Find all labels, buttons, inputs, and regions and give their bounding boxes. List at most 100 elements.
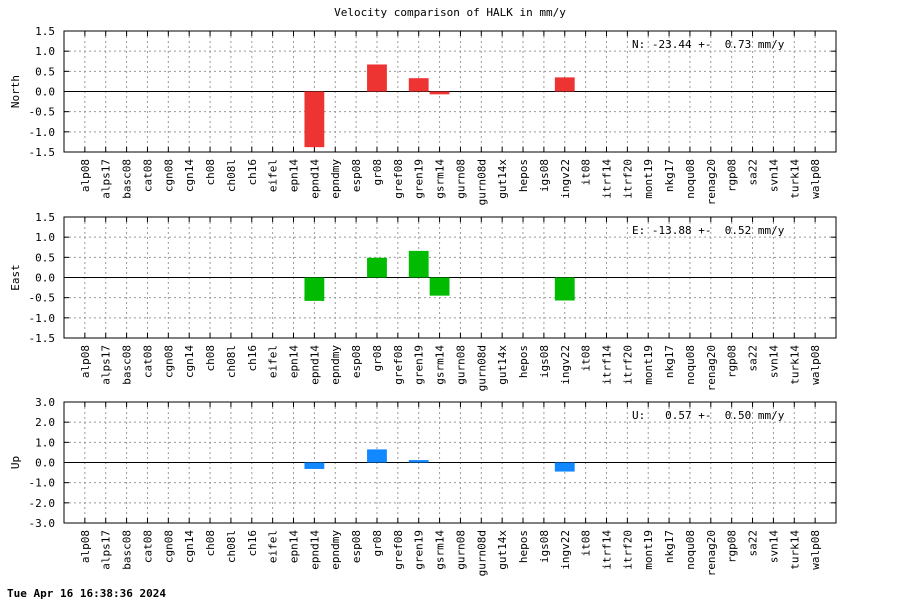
x-tick-label: epndmy [329,159,342,199]
annotation-text: N: -23.44 +- 0.73 mm/y [632,38,785,51]
y-tick-label: 1.5 [35,211,55,224]
x-tick-label: nkg17 [663,530,676,563]
x-tick-label: basc08 [121,345,134,385]
x-tick-label: ingv22 [559,159,572,199]
x-tick-label: itrf14 [600,530,613,570]
x-tick-label: gsrm14 [434,159,447,199]
x-tick-label: cgn08 [162,159,175,192]
x-tick-label: itrf20 [621,159,634,199]
y-tick-label: 1.0 [35,231,55,244]
y-tick-label: 0.0 [35,272,55,285]
bar-gren19 [408,250,429,278]
x-tick-label: nkg17 [663,159,676,192]
x-tick-label: rgp08 [726,159,739,192]
x-tick-label: itrf20 [621,345,634,385]
x-tick-label: epnd14 [308,159,321,199]
x-tick-label: turk14 [788,159,801,199]
x-tick-label: epndmy [329,530,342,570]
x-tick-label: turk14 [788,530,801,570]
annotation-text: U: 0.57 +- 0.50 mm/y [632,409,785,422]
x-tick-label: it08 [580,530,593,557]
y-tick-label: 0.0 [35,457,55,470]
x-tick-label: renag20 [705,530,718,576]
x-tick-label: ingv22 [559,345,572,385]
x-tick-label: it08 [580,345,593,372]
bar-gren19 [408,78,429,92]
x-tick-label: ch08l [225,530,238,563]
timestamp: Tue Apr 16 16:38:36 2024 [7,587,166,600]
x-tick-label: noqu08 [684,345,697,385]
x-tick-label: basc08 [121,159,134,199]
x-tick-label: ch08 [204,530,217,557]
x-tick-label: noqu08 [684,530,697,570]
plot-frame [63,401,837,524]
x-tick-label: gsrm14 [434,530,447,570]
x-tick-label: mont19 [642,159,655,199]
x-tick-label: cgn14 [183,159,196,192]
x-tick-label: eifel [267,159,280,192]
x-tick-label: gr08 [371,345,384,372]
y-axis-label: East [9,264,22,291]
y-tick-label: 2.0 [35,416,55,429]
x-tick-label: gurn08d [475,345,488,391]
x-tick-label: itrf14 [600,345,613,385]
y-tick-label: 0.5 [35,251,55,264]
x-tick-label: sa22 [747,530,760,557]
x-tick-label: gurn08d [475,530,488,576]
bar-epnd14 [304,91,325,148]
x-tick-label: gref08 [392,345,405,385]
x-tick-label: epn14 [288,530,301,563]
x-tick-label: nkg17 [663,345,676,378]
bar-ingv22 [554,77,575,92]
x-tick-label: sa22 [747,159,760,186]
x-tick-label: gsrm14 [434,345,447,385]
y-tick-label: -1.0 [29,126,56,139]
x-tick-label: gren19 [413,530,426,570]
bar-epnd14 [304,277,325,301]
x-tick-label: eifel [267,530,280,563]
y-tick-label: -2.0 [29,497,56,510]
x-tick-label: hepos [517,345,530,378]
plot-frame [63,30,837,153]
x-tick-label: cgn14 [183,345,196,378]
x-tick-label: gr08 [371,530,384,557]
x-tick-label: gut14x [496,159,509,199]
x-tick-label: svn14 [767,345,780,378]
x-tick-label: renag20 [705,159,718,205]
x-tick-label: esp08 [350,530,363,563]
bar-ingv22 [554,462,575,472]
x-tick-label: gurn08 [454,159,467,199]
x-tick-label: basc08 [121,530,134,570]
x-tick-label: gut14x [496,530,509,570]
x-tick-label: cgn14 [183,530,196,563]
x-tick-label: mont19 [642,530,655,570]
x-tick-label: rgp08 [726,530,739,563]
chart-title: Velocity comparison of HALK in mm/y [334,6,566,19]
x-tick-label: rgp08 [726,345,739,378]
x-tick-label: epnd14 [308,530,321,570]
x-tick-label: hepos [517,159,530,192]
y-tick-label: -1.5 [29,332,56,345]
x-tick-label: ch16 [246,345,259,372]
bar-gsrm14 [429,277,450,296]
x-tick-label: gurn08 [454,345,467,385]
x-tick-label: gut14x [496,345,509,385]
x-tick-label: ch16 [246,530,259,557]
x-tick-label: svn14 [767,530,780,563]
plot-frame [63,216,837,339]
x-tick-label: ingv22 [559,530,572,570]
y-tick-label: 0.0 [35,86,55,99]
bar-gr08 [367,64,387,92]
bar-gren19 [408,460,429,463]
x-tick-label: itrf20 [621,530,634,570]
x-tick-label: cat08 [141,345,154,378]
x-tick-label: ch08 [204,345,217,372]
x-tick-label: gurn08 [454,530,467,570]
x-tick-label: ch16 [246,159,259,186]
x-tick-label: gref08 [392,159,405,199]
x-tick-label: walp08 [809,345,822,385]
x-tick-label: it08 [580,159,593,186]
x-tick-label: cat08 [141,159,154,192]
bar-epnd14 [304,462,325,469]
x-tick-label: hepos [517,530,530,563]
